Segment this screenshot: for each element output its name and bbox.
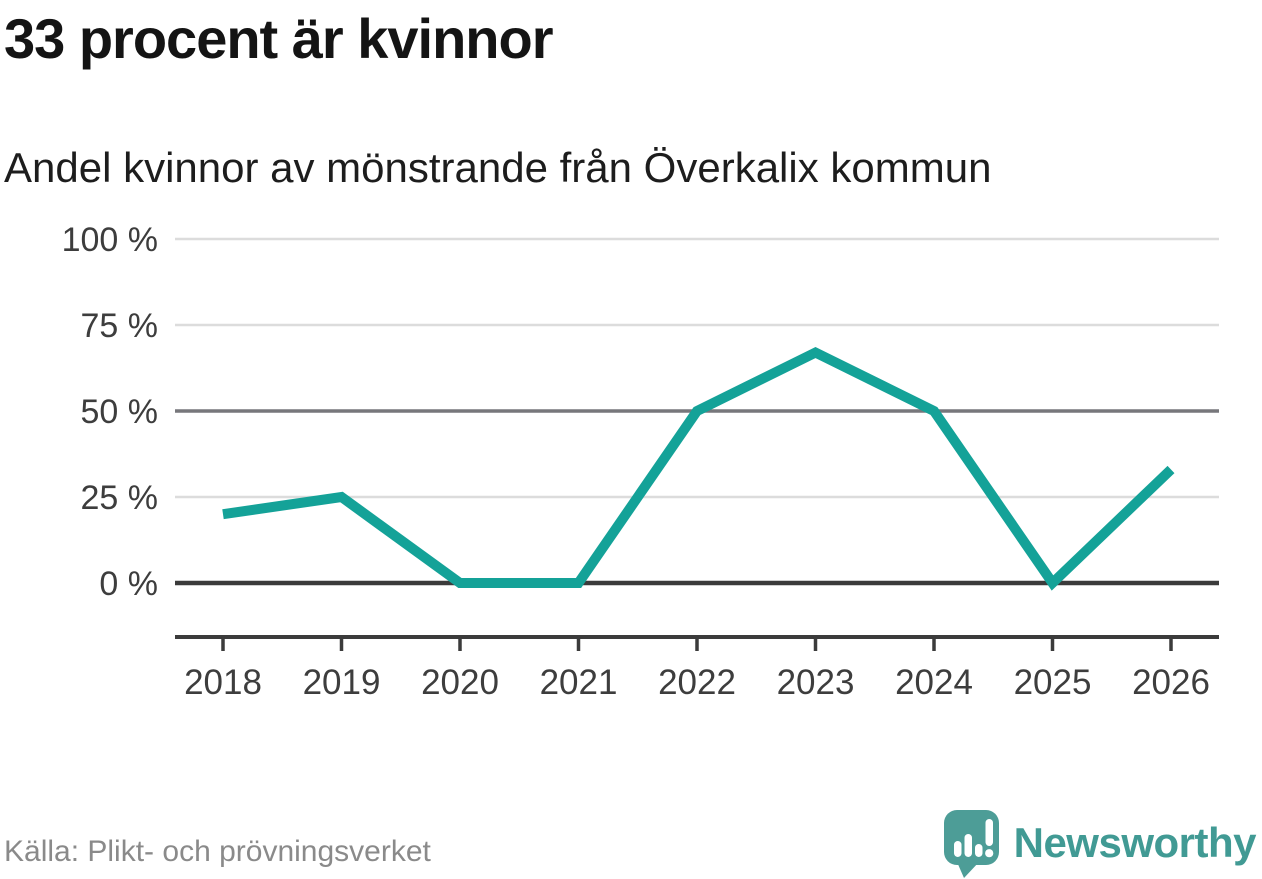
chart-subtitle: Andel kvinnor av mönstrande från Överkal… (4, 144, 992, 191)
x-axis-label: 2023 (777, 663, 855, 702)
x-axis-label: 2026 (1132, 663, 1210, 702)
x-axis-label: 2018 (184, 663, 262, 702)
x-axis-label: 2022 (658, 663, 736, 702)
brand-wordmark: Newsworthy (1013, 819, 1257, 866)
data-line (222, 346, 1175, 591)
x-axis-label: 2019 (303, 663, 381, 702)
y-axis-label: 25 % (81, 479, 159, 517)
y-axis-label: 50 % (81, 393, 159, 431)
x-axis-label: 2024 (895, 663, 973, 702)
x-axis-label: 2025 (1014, 663, 1092, 702)
source-note: Källa: Plikt- och prövningsverket (4, 835, 431, 868)
newsworthy-speech-bubble-icon (943, 810, 999, 878)
page-title: 33 procent är kvinnor (4, 7, 554, 70)
brand-logo: Newsworthy (940, 808, 1257, 878)
y-axis-label: 100 % (62, 221, 158, 259)
x-axis-label: 2020 (421, 663, 499, 702)
y-axis-label: 75 % (81, 307, 159, 345)
x-axis-label: 2021 (540, 663, 618, 702)
y-axis-label: 0 % (99, 565, 158, 603)
